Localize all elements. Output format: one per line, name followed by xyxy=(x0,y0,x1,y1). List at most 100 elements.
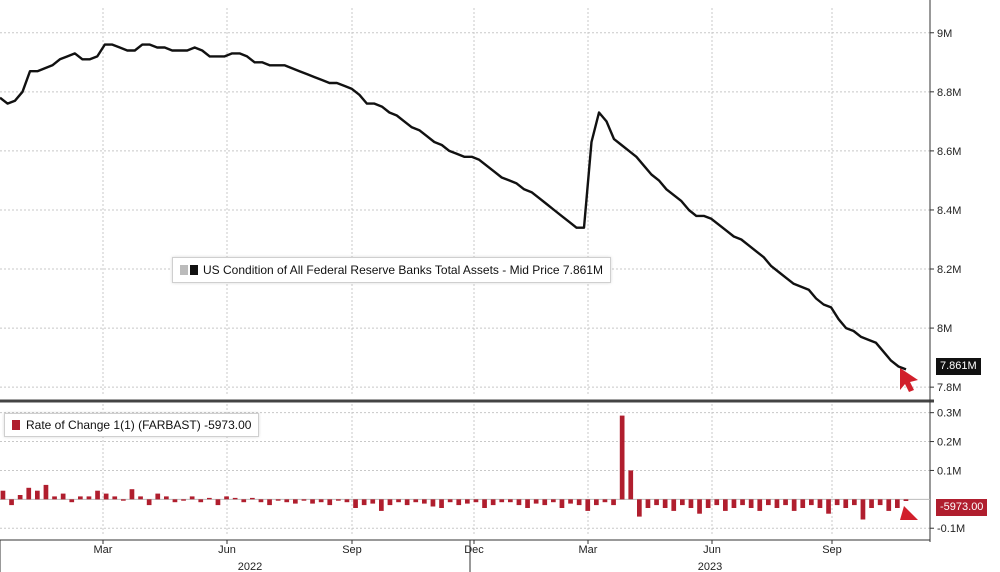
rate-bar xyxy=(490,499,496,506)
rate-bar xyxy=(198,499,204,503)
rate-bar xyxy=(301,499,307,501)
rate-bar xyxy=(52,496,57,500)
rate-bar xyxy=(310,499,315,504)
rate-bar xyxy=(774,499,780,508)
upper-y-tick-label: 8M xyxy=(937,323,952,335)
rate-bar xyxy=(361,499,367,506)
rate-bar xyxy=(86,496,92,500)
rate-bar xyxy=(336,499,341,501)
rate-bar xyxy=(559,499,565,508)
rate-bar xyxy=(654,499,659,506)
lower-y-tick-labels: 0.3M 0.2M 0.1M -0.1M xyxy=(930,408,965,535)
x-year-label: 2022 xyxy=(238,561,262,572)
rate-bar xyxy=(267,499,272,506)
rate-bar xyxy=(250,497,255,500)
rate-bar xyxy=(232,497,238,500)
rate-bar xyxy=(275,499,281,501)
rate-bar xyxy=(723,499,728,511)
rate-bar xyxy=(482,499,487,508)
rate-bar xyxy=(748,499,754,508)
x-tick-labels: Mar Jun Sep Dec Mar Jun Sep 2022 2023 xyxy=(0,540,842,572)
rate-bar xyxy=(516,499,522,506)
rate-bar xyxy=(430,499,436,507)
rate-bar xyxy=(834,499,840,506)
lower-legend[interactable]: Rate of Change 1(1) (FARBAST) -5973.00 xyxy=(4,413,260,437)
rate-bar xyxy=(766,499,771,506)
x-month-label: Dec xyxy=(464,544,484,556)
rate-bar xyxy=(422,499,427,504)
rate-bar xyxy=(508,499,513,503)
rate-bar xyxy=(473,499,479,503)
rate-bar xyxy=(293,499,298,504)
rate-bar xyxy=(172,499,178,503)
rate-bar xyxy=(78,496,83,500)
rate-bar xyxy=(826,499,831,514)
rate-bar xyxy=(387,499,393,506)
upper-y-tick-label: 8.4M xyxy=(937,205,961,217)
upper-y-tick-label: 9M xyxy=(937,28,952,40)
upper-legend-text: US Condition of All Federal Reserve Bank… xyxy=(203,263,603,277)
rate-bar xyxy=(869,499,874,508)
rate-bar xyxy=(121,499,126,501)
rate-bar xyxy=(370,499,376,504)
rate-bar xyxy=(697,499,702,514)
x-month-label: Mar xyxy=(579,544,598,556)
rate-bar xyxy=(576,499,582,506)
rate-bar xyxy=(542,499,548,506)
rate-bar xyxy=(258,499,264,503)
rate-bar xyxy=(207,497,212,500)
x-month-label: Sep xyxy=(342,544,362,556)
rate-bar xyxy=(585,499,591,511)
rate-bar xyxy=(688,499,694,508)
total-assets-line xyxy=(0,43,907,371)
upper-panel-grid xyxy=(0,8,930,396)
rate-bar xyxy=(740,499,745,506)
lower-legend-text: Rate of Change 1(1) (FARBAST) -5973.00 xyxy=(26,418,252,432)
x-month-label: Mar xyxy=(94,544,113,556)
rate-bar xyxy=(714,499,720,506)
lower-y-tick-label: 0.2M xyxy=(937,437,961,449)
rate-bar xyxy=(705,499,711,508)
rate-bar xyxy=(9,499,14,506)
rate-bar xyxy=(129,489,135,500)
rate-bar xyxy=(0,490,6,500)
upper-legend[interactable]: US Condition of All Federal Reserve Bank… xyxy=(172,257,611,283)
rate-bar xyxy=(26,487,32,500)
rate-bar xyxy=(783,499,788,506)
rate-bar xyxy=(809,499,814,506)
rate-of-change-bars xyxy=(0,415,909,520)
rate-bar xyxy=(396,499,401,503)
rate-bar xyxy=(241,499,247,503)
rate-bar xyxy=(886,499,892,511)
x-month-label: Sep xyxy=(822,544,842,556)
rate-bar xyxy=(189,496,195,500)
rate-bar xyxy=(852,499,857,506)
rate-bar xyxy=(645,499,651,508)
rate-bar xyxy=(103,493,109,500)
upper-y-tick-label: 8.8M xyxy=(937,87,961,99)
rate-bar xyxy=(112,496,118,500)
rate-bar xyxy=(551,499,556,503)
rate-bar xyxy=(224,496,229,500)
legend-bar-swatch xyxy=(12,420,20,430)
rate-bar xyxy=(791,499,797,511)
rate-bar xyxy=(860,499,866,520)
rate-bar xyxy=(17,495,23,500)
lower-y-tick-label: -0.1M xyxy=(937,523,965,535)
rate-bar xyxy=(877,499,883,506)
lower-y-tick-label: 0.1M xyxy=(937,465,961,477)
rate-bar xyxy=(155,493,161,500)
rate-bar xyxy=(404,499,410,506)
rate-bar xyxy=(731,499,737,508)
rate-bar xyxy=(379,499,384,511)
rate-bar xyxy=(817,499,823,508)
rate-bar xyxy=(533,499,539,504)
rate-bar xyxy=(628,470,634,500)
rate-bar xyxy=(181,499,186,501)
rate-bar xyxy=(800,499,806,508)
x-month-label: Jun xyxy=(218,544,236,556)
rate-bar xyxy=(568,499,573,504)
rate-bar xyxy=(619,415,625,500)
rate-bar xyxy=(35,490,40,500)
